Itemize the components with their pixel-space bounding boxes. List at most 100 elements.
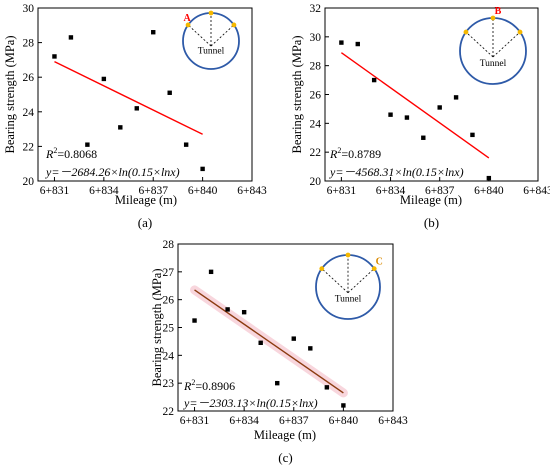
tunnel-dashed-line xyxy=(347,268,375,294)
data-point xyxy=(192,318,197,323)
x-tick-label: 6+843 xyxy=(523,185,550,197)
data-point xyxy=(339,40,344,45)
data-point xyxy=(388,112,393,117)
y-tick-label: 28 xyxy=(23,38,35,50)
data-point xyxy=(486,175,492,181)
y-tick-label: 25 xyxy=(163,323,175,335)
data-point xyxy=(151,30,156,35)
data-point xyxy=(341,403,346,408)
panel-label: (a) xyxy=(138,215,152,230)
x-tick-label: 6+840 xyxy=(188,185,218,197)
y-tick-label: 20 xyxy=(23,176,35,188)
tunnel-label: Tunnel xyxy=(198,47,225,57)
x-tick-label: 6+831 xyxy=(180,415,210,427)
data-point xyxy=(183,142,189,147)
data-point xyxy=(275,380,280,386)
r2-annotation: R2=0.8068 xyxy=(45,146,97,161)
x-axis-label: Mileage (m) xyxy=(115,193,177,207)
x-tick-label: 6+837 xyxy=(138,185,168,197)
data-point xyxy=(324,385,330,390)
monitoring-point xyxy=(517,29,523,35)
fit-line xyxy=(340,52,490,159)
data-point xyxy=(52,54,57,59)
panel-label: (b) xyxy=(424,215,439,230)
y-tick-label: 30 xyxy=(310,32,322,44)
position-letter: C xyxy=(376,257,383,268)
fit-line xyxy=(54,61,203,135)
y-tick-label: 32 xyxy=(310,3,322,15)
x-tick-label: 6+837 xyxy=(279,415,309,427)
y-axis-label: Bearing strength (MPa) xyxy=(290,35,304,153)
tunnel-dashed-line xyxy=(321,268,349,294)
tunnel-label: Tunnel xyxy=(335,294,362,304)
monitoring-point xyxy=(345,252,351,258)
x-tick-label: 6+831 xyxy=(327,185,357,197)
data-point xyxy=(453,95,459,100)
equation-annotation: y=－2303.13×ln(0.15×lnx) xyxy=(183,396,318,410)
tunnel-dashed-line xyxy=(187,24,212,47)
data-point xyxy=(134,106,139,111)
y-tick-label: 24 xyxy=(310,118,322,130)
data-point xyxy=(225,307,230,312)
data-point xyxy=(118,125,123,130)
data-point xyxy=(258,340,263,346)
y-tick-label: 26 xyxy=(163,295,175,307)
data-point xyxy=(85,142,90,147)
plot-frame xyxy=(37,7,253,182)
monitoring-point xyxy=(185,22,191,28)
y-tick-label: 27 xyxy=(163,267,175,279)
chart-panel-1: 6+831 6+834 6+837 6+840 6+843 20 22 24 26 28 30 Mil… xyxy=(3,3,267,230)
monitoring-point xyxy=(319,266,325,272)
y-tick-label: 24 xyxy=(163,350,175,362)
position-letter: B xyxy=(495,6,502,17)
data-point xyxy=(421,135,426,140)
y-axis-label: Bearing strength (MPa) xyxy=(150,268,164,386)
monitoring-point xyxy=(231,22,237,28)
panel-label: (c) xyxy=(278,450,292,465)
x-axis-label: Mileage (m) xyxy=(254,428,316,442)
x-tick-label: 6+843 xyxy=(378,415,408,427)
x-tick-label: 6+840 xyxy=(474,185,504,197)
equation-annotation: y=－4568.31×ln(0.15×lnx) xyxy=(329,165,464,179)
chart-panel-3: 6+831 6+834 6+837 6+840 6+843 22 23 24 25 26 27 28 M… xyxy=(150,239,408,465)
x-tick-label: 6+834 xyxy=(229,415,259,427)
data-point xyxy=(68,35,74,40)
x-tick-label: 6+837 xyxy=(425,185,455,197)
x-axis-label: Mileage (m) xyxy=(400,193,462,207)
data-point xyxy=(404,115,410,120)
y-tick-label: 30 xyxy=(23,3,35,15)
data-point xyxy=(200,166,205,172)
y-tick-label: 22 xyxy=(23,141,35,153)
x-tick-label: 6+843 xyxy=(237,185,267,197)
y-tick-label: 26 xyxy=(310,90,322,102)
data-point xyxy=(291,336,296,341)
data-point xyxy=(101,76,107,82)
x-tick-label: 6+831 xyxy=(40,185,70,197)
y-tick-label: 20 xyxy=(310,176,322,188)
r2-annotation: R2=0.8789 xyxy=(329,146,381,161)
monitoring-point xyxy=(371,266,377,272)
y-tick-label: 28 xyxy=(163,239,175,251)
chart-panel-2: 6+831 6+834 6+837 6+840 6+843 20 22 24 26 28 30 32 M… xyxy=(290,3,550,230)
y-tick-label: 22 xyxy=(310,147,322,159)
data-point xyxy=(167,90,172,95)
monitoring-point xyxy=(208,10,214,16)
x-tick-label: 6+834 xyxy=(376,185,406,197)
y-tick-label: 23 xyxy=(163,378,175,390)
tunnel-dashed-line xyxy=(210,24,235,47)
y-tick-label: 22 xyxy=(163,406,175,418)
data-point xyxy=(437,105,442,110)
monitoring-point xyxy=(463,29,469,35)
y-axis-label: Bearing strength (MPa) xyxy=(3,35,17,153)
monitoring-point xyxy=(490,15,496,21)
equation-annotation: y=－2684.26×ln(0.15×lnx) xyxy=(45,165,180,179)
data-point xyxy=(208,269,214,275)
y-tick-label: 26 xyxy=(23,72,35,84)
x-tick-label: 6+840 xyxy=(329,415,359,427)
data-point xyxy=(371,77,377,83)
y-tick-label: 28 xyxy=(310,61,322,73)
r2-annotation: R2=0.8906 xyxy=(183,378,235,393)
fit-line xyxy=(194,289,344,394)
position-letter: A xyxy=(183,13,191,24)
